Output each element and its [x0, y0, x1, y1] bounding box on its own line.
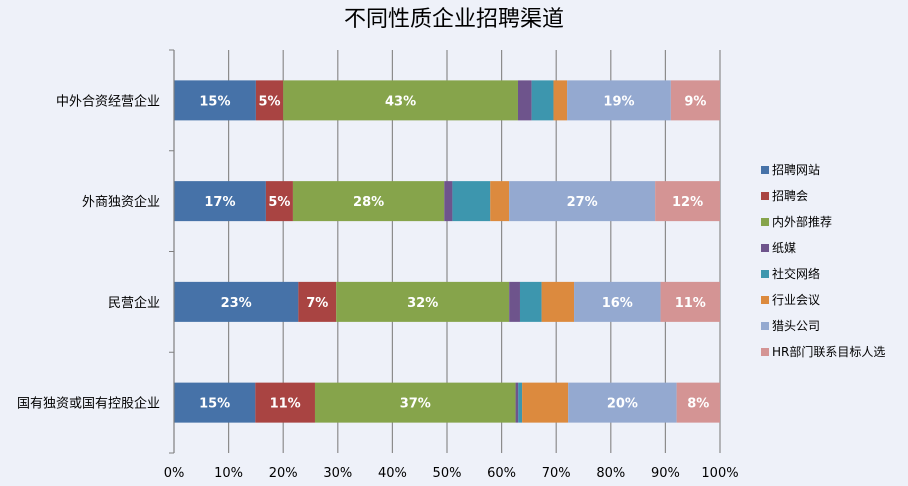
category-label: 民营企业: [108, 295, 160, 311]
data-label: 37%: [400, 397, 431, 412]
data-label: 5%: [268, 195, 290, 210]
bar-segment: [283, 80, 518, 121]
x-tick-label: 80%: [596, 466, 625, 481]
bar-segment: [519, 281, 542, 322]
bar-segment: [336, 281, 510, 322]
legend-swatch: [761, 192, 769, 200]
category-label: 外商独资企业: [82, 194, 160, 210]
bar-segment: [314, 382, 516, 423]
legend-label: 内外部推荐: [772, 214, 832, 229]
bar-segment: [567, 80, 671, 121]
data-label: 15%: [199, 94, 230, 109]
bar-segment: [174, 382, 256, 423]
legend-swatch: [761, 244, 769, 252]
chart-title: 不同性质企业招聘渠道: [344, 7, 564, 32]
legend-swatch: [761, 270, 769, 278]
bar-segment: [670, 80, 720, 121]
legend-label: 猎头公司: [772, 319, 820, 333]
data-label: 8%: [687, 397, 709, 412]
data-label: 5%: [259, 94, 281, 109]
category-label: 国有独资或国有控股企业: [17, 396, 160, 412]
legend-label: 招聘会: [772, 189, 808, 203]
bar-segment: [515, 382, 519, 423]
data-label: 32%: [407, 296, 438, 311]
data-label: 23%: [221, 296, 252, 311]
axes: 0% 10% 20% 30% 40% 50% 60% 70% 80% 90% 100% 中外合资经营企…: [17, 49, 739, 481]
legend-swatch: [761, 166, 769, 174]
bar-segment: [509, 181, 656, 222]
data-label: 17%: [204, 195, 235, 210]
x-tick-label: 100%: [701, 466, 738, 481]
data-label: 16%: [602, 296, 633, 311]
x-tick-label: 90%: [651, 466, 680, 481]
bar-segment: [265, 181, 293, 222]
data-label: 20%: [607, 397, 638, 412]
x-tick-label: 0%: [164, 466, 185, 481]
bar-segment: [660, 281, 720, 322]
legend-label: 纸媒: [772, 241, 796, 255]
x-tick-label: 40%: [378, 466, 407, 481]
legend-label: 招聘网站: [772, 163, 820, 177]
bar-segment: [292, 181, 445, 222]
bar-segment: [452, 181, 491, 222]
bar-segment: [255, 80, 284, 121]
bar-segment: [298, 281, 337, 322]
legend-label: 行业会议: [772, 293, 820, 307]
legend-swatch: [761, 322, 769, 330]
x-tick-label: 20%: [269, 466, 298, 481]
data-label: 19%: [603, 94, 634, 109]
data-label: 27%: [567, 195, 598, 210]
bar-segment: [255, 382, 315, 423]
legend-swatch: [761, 296, 769, 304]
data-label: 43%: [385, 94, 416, 109]
data-label: 12%: [672, 195, 703, 210]
x-tick-label: 10%: [214, 466, 243, 481]
x-tick-label: 70%: [542, 466, 571, 481]
data-label: 15%: [199, 397, 230, 412]
data-label: 11%: [270, 397, 301, 412]
bar-segment: [574, 281, 661, 322]
bar-segment: [174, 281, 299, 322]
bar-segment: [553, 80, 568, 121]
legend-swatch: [761, 348, 769, 356]
legend-label: HR部门联系目标人选: [772, 344, 885, 359]
x-tick-label: 60%: [487, 466, 516, 481]
legend-swatch: [761, 218, 769, 226]
bar-segment: [490, 181, 510, 222]
bar-segment: [509, 281, 520, 322]
bar-segment: [444, 181, 453, 222]
bar-segment: [676, 382, 720, 423]
x-tick-label: 50%: [433, 466, 462, 481]
bar-segment: [174, 181, 266, 222]
legend-label: 社交网络: [772, 266, 820, 281]
data-label: 9%: [684, 94, 706, 109]
bars: 15% 5% 43% 19% 9% 17% 5% 28% 27% 12% 23% 7% 32% 16% 11…: [174, 80, 720, 423]
data-label: 11%: [675, 296, 706, 311]
bar-segment: [568, 382, 677, 423]
bar-segment: [541, 281, 575, 322]
x-tick-label: 30%: [323, 466, 352, 481]
bar-segment: [517, 80, 532, 121]
bar-segment: [522, 382, 569, 423]
data-label: 28%: [353, 195, 384, 210]
bar-segment: [174, 80, 256, 121]
bar-segment: [531, 80, 554, 121]
bar-segment: [518, 382, 523, 423]
bar-segment: [655, 181, 720, 222]
data-label: 7%: [306, 296, 328, 311]
category-label: 中外合资经营企业: [56, 93, 160, 109]
